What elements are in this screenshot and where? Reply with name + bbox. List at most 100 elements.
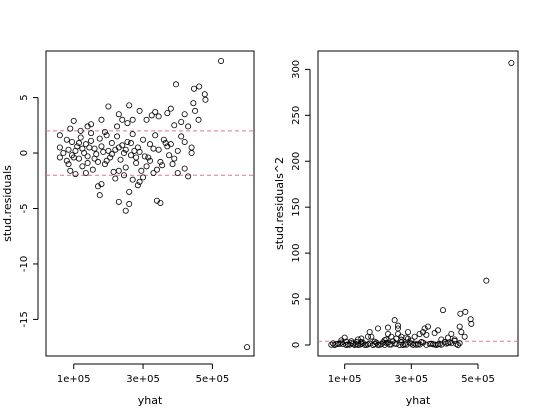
y-tick-label: 100 bbox=[291, 244, 302, 263]
data-point bbox=[103, 132, 110, 139]
data-point bbox=[152, 132, 159, 139]
data-point bbox=[391, 317, 398, 324]
data-point bbox=[124, 120, 131, 127]
x-tick-label: 5e+05 bbox=[461, 374, 495, 385]
data-point bbox=[458, 329, 465, 336]
data-point bbox=[107, 154, 114, 161]
x-tick-label: 5e+05 bbox=[196, 374, 230, 385]
y-tick-label: 200 bbox=[291, 152, 302, 171]
data-point bbox=[343, 338, 350, 345]
data-point bbox=[65, 161, 72, 168]
data-point bbox=[201, 91, 208, 98]
data-point bbox=[434, 327, 441, 334]
data-point bbox=[446, 339, 453, 346]
data-point bbox=[172, 81, 179, 88]
data-point bbox=[453, 341, 460, 348]
data-point bbox=[371, 338, 378, 345]
data-point bbox=[333, 341, 340, 348]
data-point bbox=[95, 183, 102, 190]
data-point bbox=[101, 128, 108, 135]
data-point bbox=[136, 178, 143, 185]
y-tick-label: 300 bbox=[291, 60, 302, 79]
data-point bbox=[404, 329, 411, 336]
data-point bbox=[394, 330, 401, 337]
data-point bbox=[140, 174, 147, 181]
data-point bbox=[91, 145, 98, 152]
data-point bbox=[56, 154, 63, 161]
data-point bbox=[145, 154, 152, 161]
data-point bbox=[129, 176, 136, 183]
data-point bbox=[468, 320, 475, 327]
data-point bbox=[122, 207, 129, 214]
data-point bbox=[374, 341, 381, 348]
data-point bbox=[136, 148, 143, 155]
data-point bbox=[409, 341, 416, 348]
data-point bbox=[138, 167, 145, 174]
data-point bbox=[508, 59, 515, 66]
data-point bbox=[431, 330, 438, 337]
data-point bbox=[462, 308, 469, 315]
data-point bbox=[329, 340, 336, 347]
data-point bbox=[112, 175, 119, 182]
data-point bbox=[159, 162, 166, 169]
data-point bbox=[84, 160, 91, 167]
data-point bbox=[188, 144, 195, 151]
data-point bbox=[131, 147, 138, 154]
data-point bbox=[101, 161, 108, 168]
data-point bbox=[98, 143, 105, 150]
y-tick-label: 150 bbox=[291, 198, 302, 217]
y-tick-label: 0 bbox=[291, 342, 302, 348]
x-tick-label: 3e+05 bbox=[395, 374, 429, 385]
data-point bbox=[423, 331, 430, 338]
data-point bbox=[188, 150, 195, 157]
plot-frame bbox=[317, 50, 519, 357]
data-point bbox=[108, 140, 115, 147]
data-point bbox=[127, 140, 134, 147]
data-point bbox=[136, 107, 143, 114]
data-point bbox=[69, 152, 76, 159]
data-point bbox=[394, 322, 401, 329]
squared-residuals-plot: 1e+05 3e+05 5e+05 yhat 0 50 100 150 200 250 300 stu… bbox=[273, 50, 519, 407]
data-point bbox=[110, 168, 117, 175]
data-point bbox=[157, 199, 164, 206]
y-tick-label: 5 bbox=[19, 94, 30, 100]
data-point bbox=[122, 146, 129, 153]
data-point bbox=[89, 166, 96, 173]
data-point bbox=[114, 133, 121, 140]
data-point bbox=[364, 333, 371, 340]
data-point bbox=[185, 123, 192, 130]
data-point bbox=[381, 337, 388, 344]
data-point bbox=[191, 85, 198, 92]
data-point bbox=[79, 145, 86, 152]
data-point bbox=[82, 141, 89, 148]
data-point bbox=[169, 161, 176, 168]
data-point bbox=[100, 148, 107, 155]
x-axis-label: yhat bbox=[406, 394, 431, 407]
data-point bbox=[56, 132, 63, 139]
data-point bbox=[91, 155, 98, 162]
data-point bbox=[363, 341, 370, 348]
data-point bbox=[178, 133, 185, 140]
data-point bbox=[150, 169, 157, 176]
data-point bbox=[96, 135, 103, 142]
x-axis-label: yhat bbox=[138, 394, 163, 407]
data-point bbox=[126, 102, 133, 109]
data-point bbox=[431, 341, 438, 348]
data-point bbox=[192, 107, 199, 114]
data-point bbox=[60, 150, 67, 157]
data-point bbox=[416, 330, 423, 337]
data-point bbox=[117, 156, 124, 163]
data-point bbox=[84, 123, 91, 130]
data-point bbox=[171, 122, 178, 129]
data-point bbox=[141, 153, 148, 160]
data-point bbox=[162, 140, 169, 147]
data-point bbox=[65, 146, 72, 153]
data-point bbox=[153, 166, 160, 173]
data-point bbox=[88, 137, 95, 144]
data-point bbox=[67, 167, 74, 174]
data-point bbox=[181, 165, 188, 172]
data-point bbox=[456, 323, 463, 330]
data-point bbox=[448, 330, 455, 337]
data-point bbox=[115, 198, 122, 205]
